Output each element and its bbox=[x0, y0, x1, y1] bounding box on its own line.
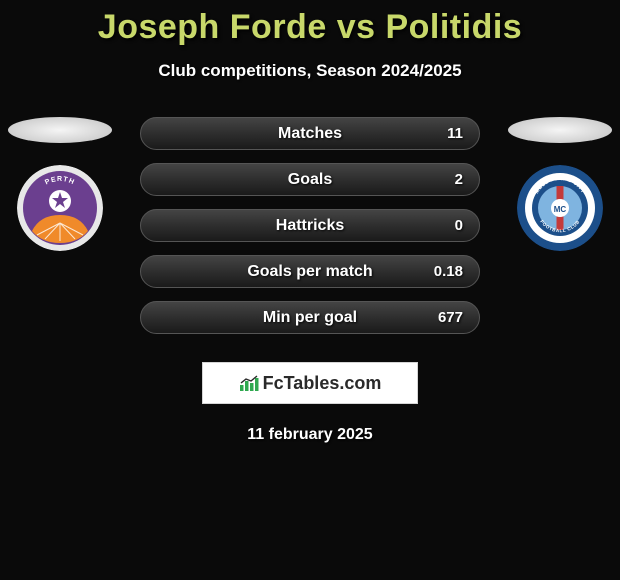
stat-row: Matches 11 bbox=[140, 117, 480, 150]
player1-photo-placeholder bbox=[8, 117, 112, 143]
page-title: Joseph Forde vs Politidis bbox=[0, 8, 620, 47]
player2-photo-placeholder bbox=[508, 117, 612, 143]
club-badge-left: PERTH bbox=[17, 165, 103, 251]
stat-label: Min per goal bbox=[263, 309, 357, 327]
stat-row: Hattricks 0 bbox=[140, 209, 480, 242]
stat-value-right: 0 bbox=[433, 217, 463, 234]
chart-icon bbox=[239, 374, 259, 392]
stat-value-right: 677 bbox=[433, 309, 463, 326]
stat-rows: Matches 11 Goals 2 Hattricks 0 Goals per match… bbox=[140, 117, 480, 334]
stat-label: Matches bbox=[278, 125, 342, 143]
date-line: 11 february 2025 bbox=[0, 426, 620, 444]
stat-value-right: 11 bbox=[433, 125, 463, 142]
stat-label: Goals per match bbox=[247, 263, 372, 281]
stat-label: Goals bbox=[288, 171, 332, 189]
club-badge-right: MC MELBOURNE CITY FOOTBALL CLUB bbox=[517, 165, 603, 251]
subtitle: Club competitions, Season 2024/2025 bbox=[0, 61, 620, 81]
stat-label: Hattricks bbox=[276, 217, 344, 235]
stat-row: Goals 2 bbox=[140, 163, 480, 196]
vs-text: vs bbox=[337, 8, 376, 46]
stat-value-right: 0.18 bbox=[433, 263, 463, 280]
svg-text:MC: MC bbox=[554, 205, 567, 214]
player1-name: Joseph Forde bbox=[98, 8, 327, 46]
stat-value-right: 2 bbox=[433, 171, 463, 188]
brand-box[interactable]: FcTables.com bbox=[202, 362, 418, 404]
stat-row: Goals per match 0.18 bbox=[140, 255, 480, 288]
player2-name: Politidis bbox=[385, 8, 522, 46]
player2-column: MC MELBOURNE CITY FOOTBALL CLUB bbox=[505, 117, 615, 251]
stat-row: Min per goal 677 bbox=[140, 301, 480, 334]
player1-column: PERTH bbox=[5, 117, 115, 251]
comparison-area: PERTH MC MELBOURNE CITY FOOTBALL bbox=[0, 117, 620, 334]
brand-text: FcTables.com bbox=[263, 373, 382, 394]
